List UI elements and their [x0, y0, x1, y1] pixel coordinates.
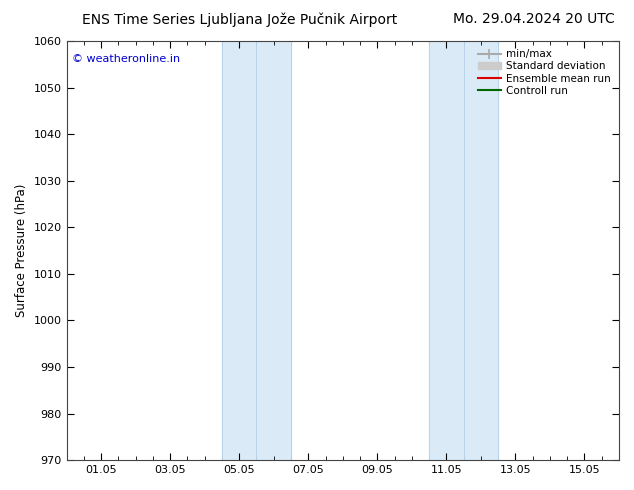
Text: Mo. 29.04.2024 20 UTC: Mo. 29.04.2024 20 UTC	[453, 12, 615, 26]
Text: © weatheronline.in: © weatheronline.in	[72, 53, 180, 64]
Bar	[222, 41, 291, 460]
Text: ENS Time Series Ljubljana Jože Pučnik Airport: ENS Time Series Ljubljana Jože Pučnik Ai…	[82, 12, 398, 27]
Legend: min/max, Standard deviation, Ensemble mean run, Controll run: min/max, Standard deviation, Ensemble me…	[475, 46, 614, 99]
Y-axis label: Surface Pressure (hPa): Surface Pressure (hPa)	[15, 184, 28, 318]
Bar	[429, 41, 498, 460]
